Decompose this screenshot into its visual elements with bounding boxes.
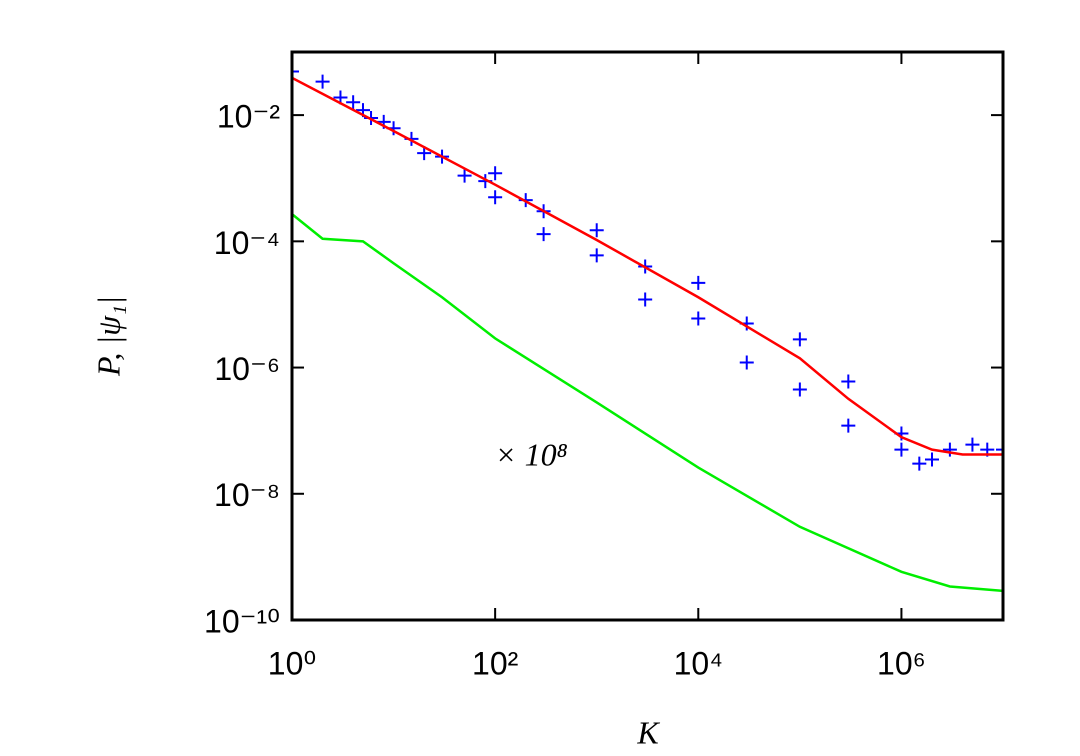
data-point [792, 382, 807, 397]
data-point [965, 437, 980, 452]
y-tick-label: 10⁻⁸ [214, 477, 280, 513]
data-point [488, 190, 503, 205]
data-point [536, 227, 551, 242]
y-tick-label: 10⁻² [217, 99, 280, 135]
y-tick-label: 10⁻⁴ [214, 225, 280, 261]
data-line [292, 213, 1003, 593]
plot-area [292, 64, 1003, 593]
data-point [912, 456, 927, 471]
y-tick-label: 10⁻¹⁰ [204, 603, 280, 639]
data-point [589, 248, 604, 263]
x-axis-label: K [636, 714, 660, 750]
data-point [691, 275, 706, 290]
data-point [638, 292, 653, 307]
annotation: × 10⁸ [495, 436, 568, 472]
data-point [894, 442, 909, 457]
data-point [589, 223, 604, 238]
x-tick-label: 10⁰ [268, 645, 316, 681]
data-point [691, 311, 706, 326]
data-point [841, 418, 856, 433]
x-tick-label: 10² [472, 645, 519, 681]
y-tick-label: 10⁻⁶ [214, 351, 280, 387]
y-axis-label: P, |ψ₁| [90, 296, 126, 377]
data-point [792, 332, 807, 347]
data-point [739, 355, 754, 370]
data-point [315, 74, 330, 89]
data-point [996, 442, 1003, 457]
data-point [346, 95, 361, 110]
data-point [841, 374, 856, 389]
data-point [457, 168, 472, 183]
data-point [925, 452, 940, 467]
data-point [292, 64, 299, 79]
x-tick-label: 10⁴ [674, 645, 723, 681]
data-point [488, 166, 503, 181]
x-tick-label: 10⁶ [877, 645, 926, 681]
data-point [942, 442, 957, 457]
plot-frame [290, 50, 1005, 622]
data-line [292, 76, 1003, 456]
